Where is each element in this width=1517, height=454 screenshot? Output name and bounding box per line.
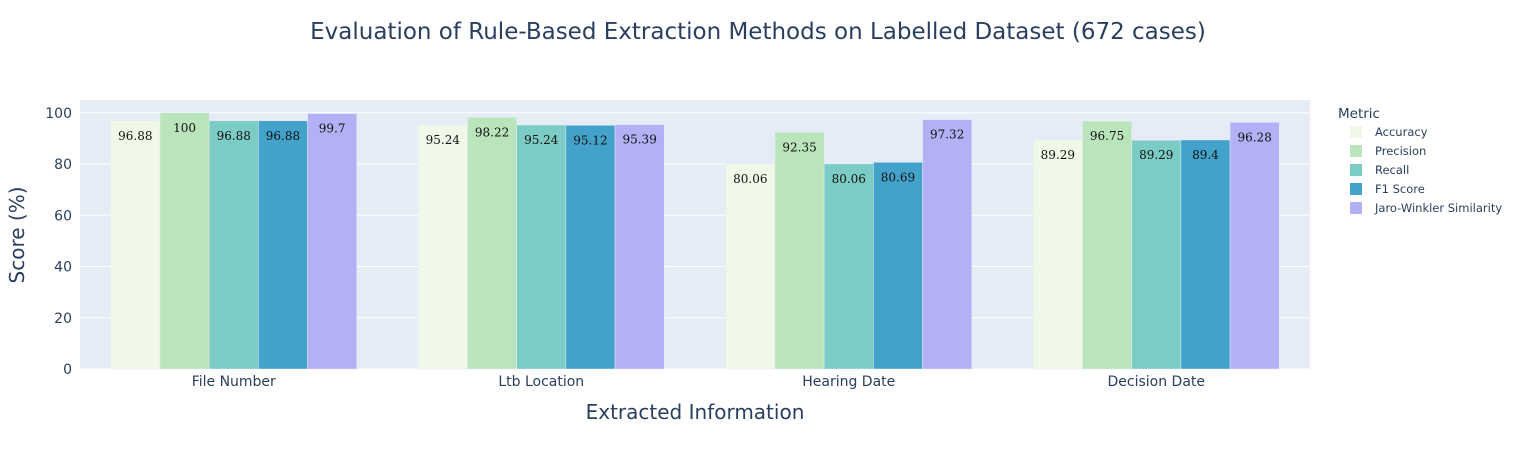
bar-ltb-location-recall xyxy=(516,124,567,370)
legend-swatch-recall xyxy=(1350,164,1362,176)
bar-hearing-date-jaro-winkler-similarity xyxy=(922,119,972,370)
bar-label-hearing-date-f1-score: 80.69 xyxy=(881,170,915,184)
bar-ltb-location-f1-score xyxy=(565,125,616,370)
legend-item-accuracy[interactable]: Accuracy xyxy=(1350,125,1428,139)
y-axis-ticks: 0 20 40 60 80 100 xyxy=(45,106,72,378)
legend-item-recall[interactable]: Recall xyxy=(1350,163,1409,177)
legend: Metric Accuracy Precision Recall F1 Score Ja… xyxy=(1338,106,1502,215)
bar-file-number-recall xyxy=(208,120,259,370)
bar-ltb-location-precision xyxy=(467,117,517,370)
y-tick-label: 80 xyxy=(54,157,72,173)
legend-swatch-jaro-winkler-similarity xyxy=(1350,202,1362,214)
bar-file-number-jaro-winkler-similarity xyxy=(307,113,357,370)
y-axis-title: Score (%) xyxy=(5,187,29,284)
bar-labels: 96.88 100 96.88 96.88 99.7 95.24 98.22 95.24 95.… xyxy=(118,121,1272,186)
chart-title: Evaluation of Rule-Based Extraction Meth… xyxy=(310,19,1206,45)
bar-file-number-accuracy xyxy=(110,120,161,370)
x-axis-title: Extracted Information xyxy=(586,400,805,424)
bar-decision-date-accuracy xyxy=(1033,139,1083,370)
legend-label-recall: Recall xyxy=(1375,163,1409,177)
bar-file-number-f1-score xyxy=(258,120,308,370)
x-tick-label-file-number: File Number xyxy=(192,374,276,390)
bar-label-hearing-date-jaro-winkler-similarity: 97.32 xyxy=(930,128,964,142)
bar-label-decision-date-jaro-winkler-similarity: 96.28 xyxy=(1237,130,1271,144)
x-tick-label-ltb-location: Ltb Location xyxy=(498,374,584,390)
bar-label-file-number-recall: 96.88 xyxy=(217,129,251,143)
bar-label-ltb-location-jaro-winkler-similarity: 95.39 xyxy=(622,133,656,147)
bar-hearing-date-accuracy xyxy=(725,163,776,370)
bar-label-file-number-f1-score: 96.88 xyxy=(266,129,300,143)
y-tick-label: 100 xyxy=(45,106,72,122)
legend-swatch-accuracy xyxy=(1350,126,1362,138)
y-tick-label: 20 xyxy=(54,311,72,327)
bar-label-file-number-precision: 100 xyxy=(173,121,196,135)
legend-swatch-precision xyxy=(1350,145,1362,157)
bar-label-decision-date-f1-score: 89.4 xyxy=(1192,148,1219,162)
bar-decision-date-jaro-winkler-similarity xyxy=(1229,122,1280,370)
bars xyxy=(110,112,1280,370)
y-tick-label: 40 xyxy=(54,260,72,276)
legend-swatch-f1-score xyxy=(1350,183,1362,195)
legend-items: Accuracy Precision Recall F1 Score Jaro-Wink… xyxy=(1350,125,1502,215)
x-tick-label-hearing-date: Hearing Date xyxy=(802,374,895,390)
bar-label-ltb-location-accuracy: 95.24 xyxy=(426,133,461,147)
legend-label-precision: Precision xyxy=(1375,144,1426,158)
y-tick-label: 0 xyxy=(63,362,72,378)
bar-hearing-date-precision xyxy=(774,132,825,370)
bar-ltb-location-accuracy xyxy=(418,124,468,370)
legend-item-precision[interactable]: Precision xyxy=(1350,144,1426,158)
bar-label-decision-date-recall: 89.29 xyxy=(1139,148,1173,162)
bar-decision-date-precision xyxy=(1082,120,1132,370)
bar-label-hearing-date-accuracy: 80.06 xyxy=(733,172,767,186)
bar-hearing-date-f1-score xyxy=(873,162,923,370)
bar-label-decision-date-precision: 96.75 xyxy=(1090,129,1124,143)
bar-decision-date-f1-score xyxy=(1180,139,1231,370)
legend-item-jaro-winkler-similarity[interactable]: Jaro-Winkler Similarity xyxy=(1350,201,1502,215)
bar-label-file-number-accuracy: 96.88 xyxy=(118,129,152,143)
bar-label-file-number-jaro-winkler-similarity: 99.7 xyxy=(319,122,346,136)
bar-label-ltb-location-f1-score: 95.12 xyxy=(573,133,607,147)
bar-ltb-location-jaro-winkler-similarity xyxy=(614,124,665,370)
legend-label-accuracy: Accuracy xyxy=(1375,125,1428,139)
bar-label-decision-date-accuracy: 89.29 xyxy=(1041,148,1075,162)
bar-label-hearing-date-precision: 92.35 xyxy=(782,140,816,154)
x-axis-ticks: File Number Ltb Location Hearing Date Decis… xyxy=(192,374,1205,390)
bar-label-ltb-location-precision: 98.22 xyxy=(475,125,509,139)
y-tick-label: 60 xyxy=(54,208,72,224)
legend-item-f1-score[interactable]: F1 Score xyxy=(1350,182,1425,196)
bar-file-number-precision xyxy=(159,112,210,370)
bar-hearing-date-recall xyxy=(823,163,874,370)
bar-label-ltb-location-recall: 95.24 xyxy=(524,133,559,147)
bar-label-hearing-date-recall: 80.06 xyxy=(832,172,866,186)
legend-title: Metric xyxy=(1338,106,1380,122)
legend-label-jaro-winkler-similarity: Jaro-Winkler Similarity xyxy=(1374,201,1502,215)
x-tick-label-decision-date: Decision Date xyxy=(1107,374,1205,390)
bar-decision-date-recall xyxy=(1131,139,1182,370)
legend-label-f1-score: F1 Score xyxy=(1375,182,1425,196)
